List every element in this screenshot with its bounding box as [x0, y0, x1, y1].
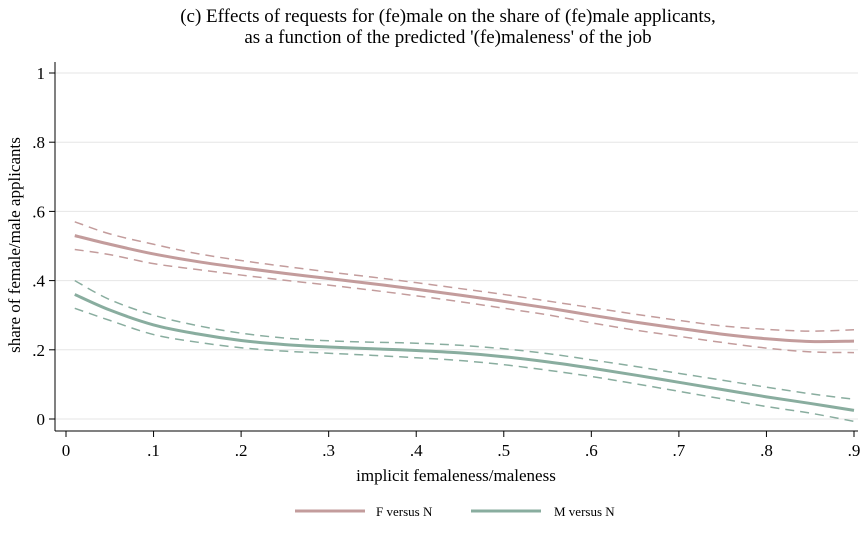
- x-ticks: 0 .1 .2 .3 .4 .5 .6 .7 .8 .9: [62, 431, 861, 460]
- y-tick-label-4: .8: [32, 133, 45, 152]
- x-tick-label-3: .3: [322, 441, 335, 460]
- chart-title-line-1: (c) Effects of requests for (fe)male on …: [180, 6, 716, 27]
- series-lines: [74, 234, 855, 412]
- legend: F versus N M versus N: [295, 504, 615, 519]
- legend-label-0: F versus N: [376, 504, 433, 519]
- series-1-ci-lower: [74, 307, 855, 423]
- x-tick-label-8: .8: [760, 441, 773, 460]
- x-axis-title: implicit femaleness/maleness: [356, 466, 556, 485]
- y-tick-label-5: 1: [37, 64, 46, 83]
- axes: [54, 62, 858, 432]
- series-0-ci-lower: [74, 248, 855, 354]
- series-0-line: [74, 234, 855, 344]
- chart-title-line-2: as a function of the predicted '(fe)male…: [244, 27, 651, 48]
- x-tick-label-6: .6: [585, 441, 598, 460]
- x-tick-label-0: 0: [62, 441, 71, 460]
- grid: [55, 72, 858, 420]
- y-axis-title: share of female/male applicants: [5, 137, 24, 353]
- x-tick-label-7: .7: [673, 441, 686, 460]
- x-tick-label-4: .4: [410, 441, 423, 460]
- x-tick-label-9: .9: [848, 441, 861, 460]
- series-1-line: [74, 293, 855, 412]
- legend-label-1: M versus N: [554, 504, 615, 519]
- chart-title: (c) Effects of requests for (fe)male on …: [180, 6, 716, 48]
- y-ticks: 0 .2 .4 .6 .8 1: [32, 64, 55, 429]
- y-tick-label-2: .4: [32, 272, 45, 291]
- y-tick-label-0: 0: [37, 410, 46, 429]
- x-tick-label-1: .1: [147, 441, 160, 460]
- series-1-ci-upper: [74, 279, 855, 401]
- series-0-ci-upper: [74, 221, 855, 332]
- confidence-intervals: [74, 221, 855, 423]
- y-tick-label-1: .2: [32, 341, 45, 360]
- x-tick-label-2: .2: [235, 441, 248, 460]
- x-tick-label-5: .5: [497, 441, 510, 460]
- y-tick-label-3: .6: [32, 202, 45, 221]
